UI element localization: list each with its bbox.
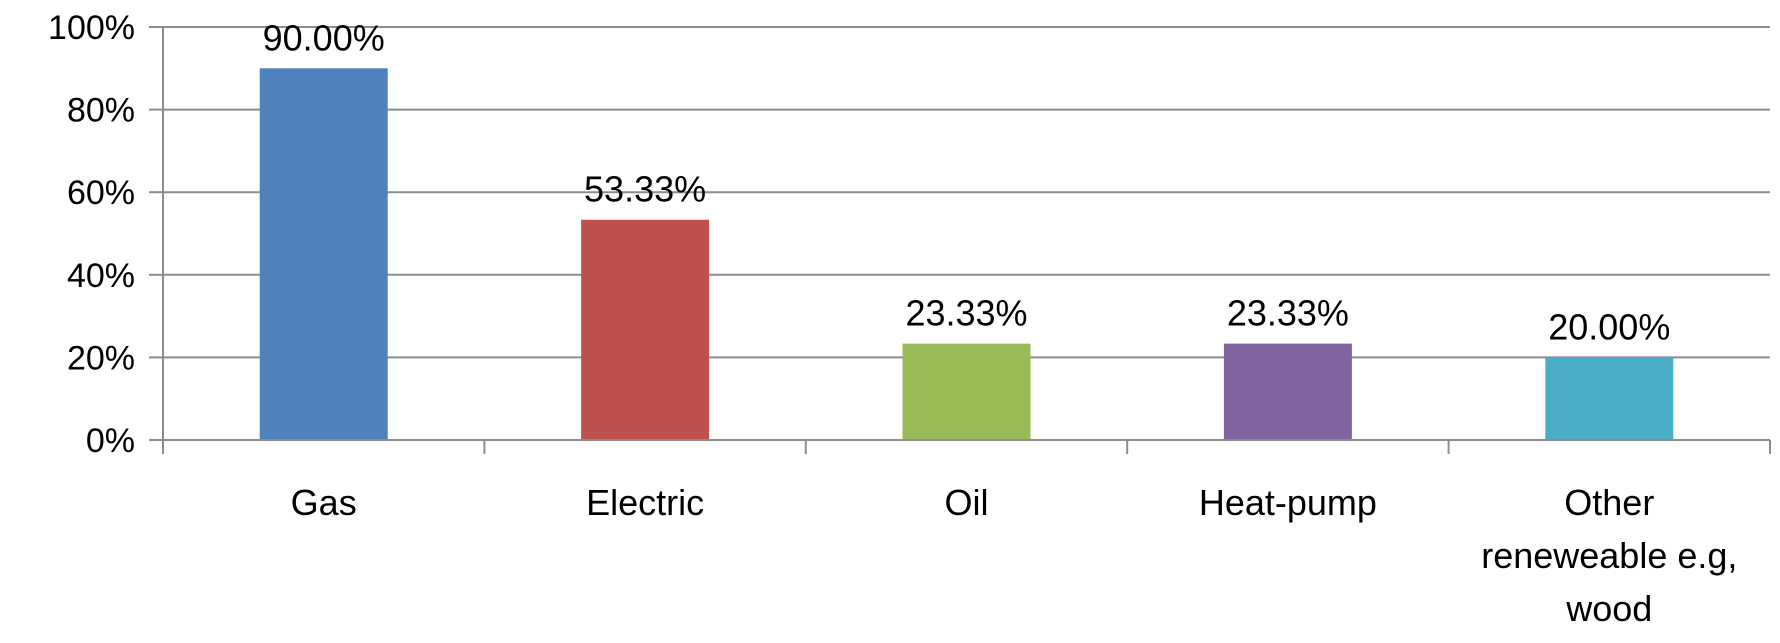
gridlines xyxy=(163,26,1770,359)
data-label: 53.33% xyxy=(584,169,706,210)
y-tick-label: 0% xyxy=(86,422,135,460)
axes xyxy=(149,26,1771,454)
y-tick-label: 80% xyxy=(67,92,135,130)
category-label-line: wood xyxy=(1565,588,1652,629)
y-tick-label: 20% xyxy=(67,339,135,377)
data-label: 90.00% xyxy=(263,17,385,58)
category-label-line: Oil xyxy=(945,482,989,523)
category-label: Heat-pump xyxy=(1199,482,1377,523)
data-label: 23.33% xyxy=(905,293,1027,334)
bar xyxy=(259,68,388,441)
category-label-line: reneweable e.g, xyxy=(1481,535,1737,576)
y-tick-label: 40% xyxy=(67,257,135,295)
data-label: 23.33% xyxy=(1227,293,1349,334)
category-label: Gas xyxy=(291,482,357,523)
category-label-line: Electric xyxy=(586,482,704,523)
y-tick-label: 60% xyxy=(67,174,135,212)
y-tick-label: 100% xyxy=(48,9,135,47)
bar xyxy=(1223,343,1352,440)
category-label: Electric xyxy=(586,482,704,523)
bar xyxy=(1545,357,1674,440)
bar xyxy=(902,343,1031,440)
labels: 0% 20% 40% 60% 80% 100% 90.00% Gas 53.33% Electri… xyxy=(48,9,1737,629)
category-label-line: Other xyxy=(1564,482,1654,523)
data-label: 20.00% xyxy=(1548,306,1670,347)
bars xyxy=(259,68,1674,441)
bar xyxy=(581,219,710,440)
category-label: Oil xyxy=(945,482,989,523)
category-label-line: Gas xyxy=(291,482,357,523)
category-label: Other reneweable e.g, wood xyxy=(1481,482,1737,629)
category-label-line: Heat-pump xyxy=(1199,482,1377,523)
